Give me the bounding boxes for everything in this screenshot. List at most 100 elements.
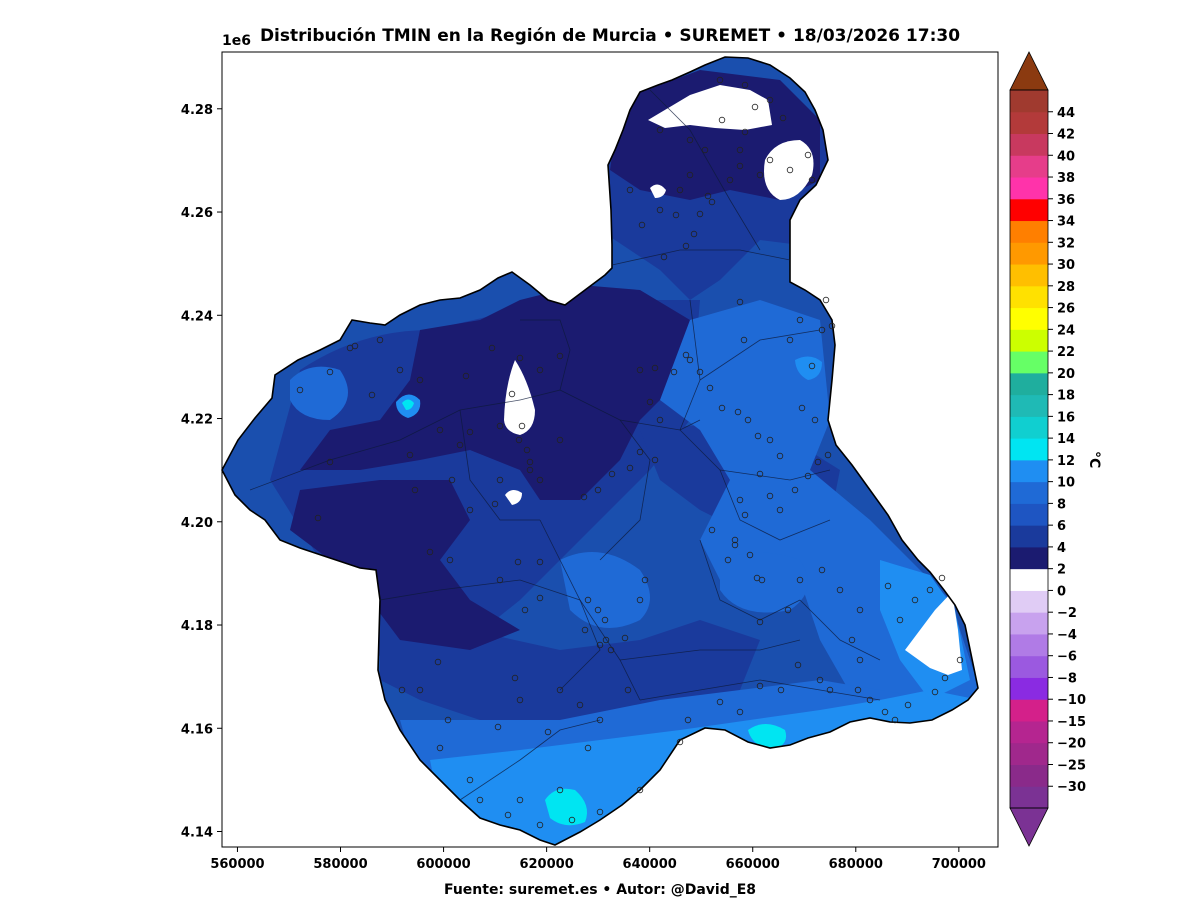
station-marker [584,744,592,752]
colorbar-tick-label: 14 [1057,432,1075,447]
station-marker [740,336,748,344]
station-marker [938,574,946,582]
station-marker [434,658,442,666]
colorbar-tick-label: 30 [1057,258,1075,273]
station-marker [556,436,564,444]
station-marker [686,171,694,179]
station-marker [496,422,504,430]
station-marker [816,676,824,684]
station-marker [416,686,424,694]
contour-6-8-center [560,552,650,628]
y-tick-label: 4.22 [181,413,213,428]
station-marker [636,366,644,374]
colorbar-under-extension [1009,807,1049,847]
station-marker [670,368,678,376]
station-marker [536,476,544,484]
station-marker [411,486,419,494]
station-marker [896,616,904,624]
station-marker [523,446,531,454]
station-marker [426,548,434,556]
colorbar-bin [1010,307,1048,330]
station-marker [784,606,792,614]
station-marker [462,372,470,380]
x-tick-label: 640000 [623,857,677,872]
colorbar-tick-label: 24 [1057,323,1075,338]
station-marker [488,344,496,352]
station-marker [607,646,615,654]
y-tick-label: 4.20 [181,516,213,531]
station-marker [596,716,604,724]
station-marker [866,696,874,704]
station-marker [796,576,804,584]
station-marker [848,636,856,644]
colorbar-tick-label: 12 [1057,454,1075,469]
station-marker [596,808,604,816]
station-marker [656,206,664,214]
station-marker [446,556,454,564]
contour-below0-north-b [764,140,814,200]
station-marker [511,674,519,682]
station-marker [621,634,629,642]
station-marker [814,458,822,466]
colorbar-tick-label: 8 [1057,497,1066,512]
colorbar-bin [1010,764,1048,787]
station-marker [544,728,552,736]
colorbar-over-extension [1009,51,1049,91]
station-marker [754,432,762,440]
station-marker [326,458,334,466]
station-marker [836,586,844,594]
colorbar-bin [1010,111,1048,135]
station-marker [515,436,523,444]
station-marker [416,376,424,384]
colorbar-tick-label: 36 [1057,193,1075,208]
contour-below0-coast [905,592,962,675]
contour-10-12-south-a [545,788,588,826]
colorbar-tick-label: −4 [1057,628,1077,643]
station-marker [672,211,680,219]
station-marker [891,716,899,724]
station-marker [296,386,304,394]
station-marker [576,701,584,709]
colorbar-bin [1010,198,1048,222]
colorbar-bin [1010,372,1048,396]
station-marker [676,186,684,194]
colorbar-bin [1010,90,1048,113]
colorbar-bin [1010,546,1048,570]
colorbar-bin [1010,612,1048,635]
station-marker [716,76,724,84]
station-marker [741,128,749,136]
station-marker [368,391,376,399]
footer-credits: Fuente: suremet.es • Autor: @David_E8 [443,882,757,898]
station-marker [736,298,744,306]
colorbar-tick-label: −10 [1057,693,1086,708]
colorbar-bin [1010,285,1048,309]
station-marker [406,451,414,459]
y-tick-label: 4.18 [181,619,213,634]
station-marker [351,342,359,350]
colorbar-bin [1010,786,1048,809]
colorbar-tick-label: −25 [1057,758,1086,773]
station-marker [724,556,732,564]
station-marker [776,506,784,514]
station-marker [704,192,712,200]
station-marker [706,384,714,392]
station-marker [516,696,524,704]
station-marker [758,576,766,584]
colorbar-tick-label: 28 [1057,280,1075,295]
station-marker [798,404,806,412]
x-tick-label: 660000 [726,857,780,872]
colorbar-tick-label: −6 [1057,650,1077,665]
station-marker [911,596,919,604]
colorbar-tick-label: 38 [1057,171,1075,186]
station-marker [956,656,964,664]
station-marker [736,146,744,154]
station-marker [556,786,564,794]
station-marker [594,486,602,494]
station-marker [594,606,602,614]
station-marker [508,390,516,398]
station-marker [811,416,819,424]
station-marker [826,686,834,694]
station-marker [626,464,634,472]
colorbar-bin [1010,677,1048,700]
colorbar-bin [1010,699,1048,722]
